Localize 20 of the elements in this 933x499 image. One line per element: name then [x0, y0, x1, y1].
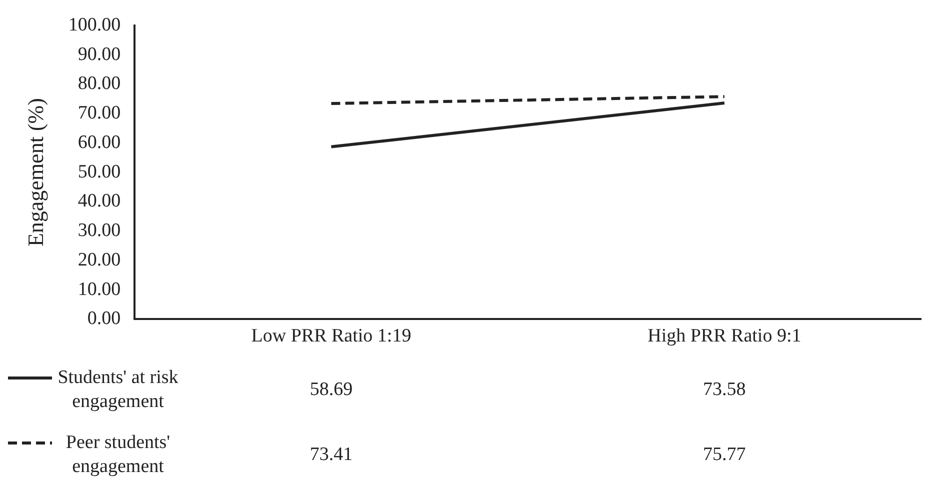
- y-tick-label: 40.00: [78, 190, 121, 212]
- y-tick-label: 30.00: [78, 220, 121, 242]
- data-label: 58.69: [310, 378, 353, 400]
- x-tick-label: Low PRR Ratio 1:19: [251, 326, 412, 347]
- y-tick-label: 20.00: [78, 249, 121, 270]
- y-tick-label: 90.00: [78, 44, 121, 65]
- y-tick-label: 70.00: [78, 102, 121, 124]
- data-label: 73.41: [310, 444, 353, 465]
- y-tick-label: 0.00: [87, 308, 121, 330]
- legend-label: Students' at risk engagement: [58, 366, 179, 412]
- y-axis-title: Engagement (%): [22, 98, 48, 247]
- y-tick-label: 80.00: [78, 73, 121, 94]
- x-tick-label: High PRR Ratio 9:1: [648, 326, 802, 347]
- y-tick-label: 50.00: [78, 161, 121, 182]
- data-label: 75.77: [703, 444, 746, 465]
- data-label: 73.58: [703, 378, 746, 400]
- y-tick-label: 60.00: [78, 132, 121, 153]
- y-tick-label: 10.00: [78, 278, 121, 300]
- legend-label: Peer students' engagement: [66, 432, 170, 477]
- y-tick-label: 100.00: [68, 14, 121, 36]
